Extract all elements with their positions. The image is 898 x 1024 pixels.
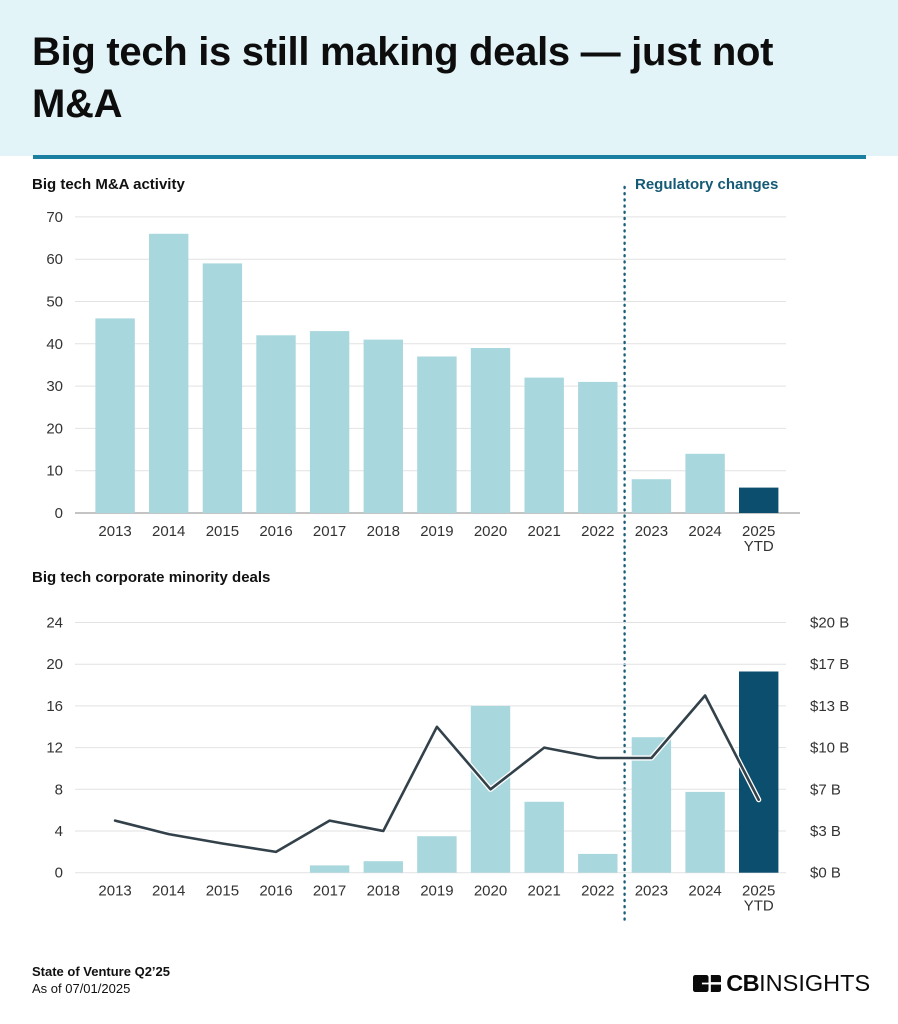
svg-text:2023: 2023: [635, 883, 668, 900]
svg-text:16: 16: [46, 698, 63, 715]
svg-text:$20 B: $20 B: [810, 615, 849, 632]
svg-text:2015: 2015: [206, 883, 239, 900]
svg-text:12: 12: [46, 740, 63, 757]
svg-text:$0 B: $0 B: [810, 865, 841, 882]
svg-text:24: 24: [46, 615, 63, 632]
svg-text:2017: 2017: [313, 883, 346, 900]
svg-text:2020: 2020: [474, 883, 507, 900]
svg-text:8: 8: [55, 781, 63, 798]
svg-text:YTD: YTD: [744, 898, 774, 915]
svg-text:2016: 2016: [259, 883, 292, 900]
svg-text:4: 4: [55, 823, 63, 840]
svg-text:2019: 2019: [420, 883, 453, 900]
svg-text:2024: 2024: [688, 883, 721, 900]
svg-text:$13 B: $13 B: [810, 698, 849, 715]
svg-text:20: 20: [46, 656, 63, 673]
svg-text:2014: 2014: [152, 883, 185, 900]
svg-text:2022: 2022: [581, 883, 614, 900]
svg-text:$10 B: $10 B: [810, 740, 849, 757]
svg-text:2018: 2018: [367, 883, 400, 900]
svg-text:0: 0: [55, 865, 63, 882]
svg-text:$17 B: $17 B: [810, 656, 849, 673]
svg-text:$3 B: $3 B: [810, 823, 841, 840]
svg-text:2013: 2013: [98, 883, 131, 900]
svg-text:$7 B: $7 B: [810, 781, 841, 798]
svg-text:2021: 2021: [528, 883, 561, 900]
